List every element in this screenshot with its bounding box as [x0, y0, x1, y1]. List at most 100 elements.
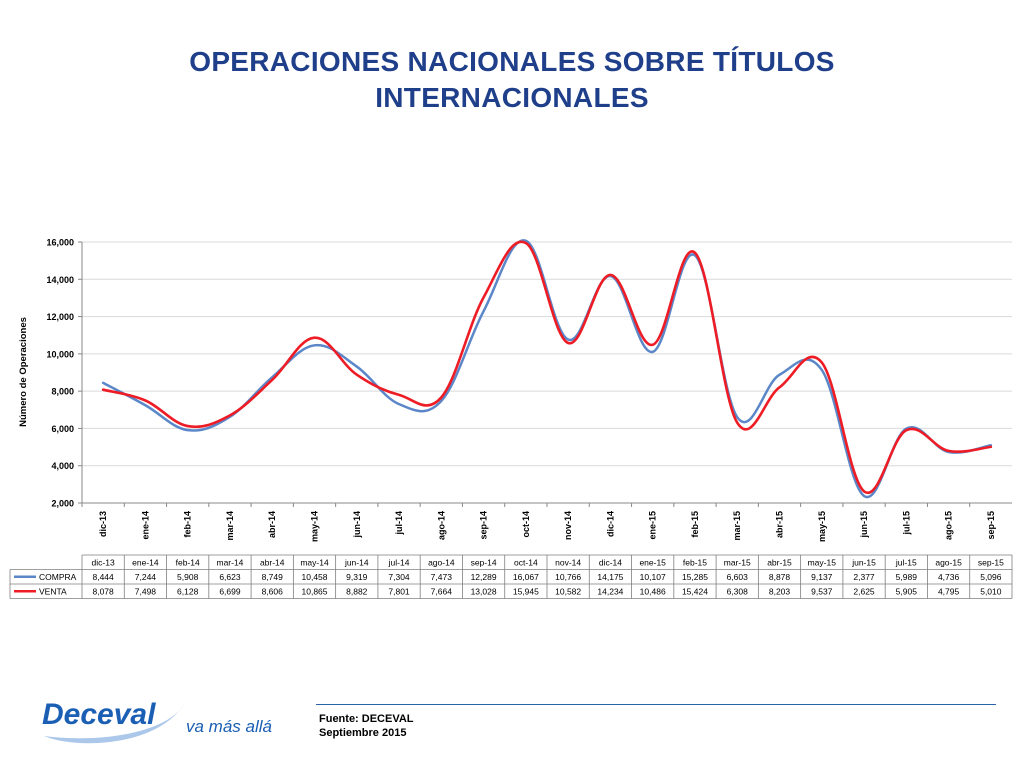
table-value-cell: 2,377: [853, 572, 875, 582]
table-value-cell: 10,582: [555, 587, 581, 597]
table-header-cell: sep-15: [978, 558, 1004, 568]
y-axis-label: Número de Operaciones: [18, 317, 29, 427]
table-value-cell: 8,078: [92, 587, 114, 597]
table-value-cell: 14,234: [597, 587, 623, 597]
x-tick-label: may-15: [817, 511, 827, 542]
y-tick-label: 14,000: [46, 275, 74, 285]
table-value-cell: 9,319: [346, 572, 368, 582]
table-value-cell: 10,766: [555, 572, 581, 582]
table-value-cell: 5,096: [980, 572, 1002, 582]
table-value-cell: 12,289: [471, 572, 497, 582]
table-value-cell: 7,304: [388, 572, 410, 582]
x-tick-label: ene-15: [648, 511, 658, 540]
table-series-name: COMPRA: [39, 572, 77, 582]
page-title: OPERACIONES NACIONALES SOBRE TÍTULOS INT…: [0, 44, 1024, 116]
x-tick-label: mar-14: [225, 511, 235, 541]
y-tick-labels: 2,000 4,000 6,000 8,000 10,000 12,000 14,000 16…: [46, 238, 74, 509]
table-header-cell: sep-14: [471, 558, 497, 568]
table-header-cell: dic-13: [92, 558, 115, 568]
x-tick-label: oct-14: [521, 511, 531, 538]
data-table: dic-13 ene-14 feb-14 mar-14 abr-14 may-14 jun-…: [9, 554, 1013, 599]
y-tick-label: 4,000: [51, 461, 74, 471]
page-title-line1: OPERACIONES NACIONALES SOBRE TÍTULOS: [189, 46, 835, 77]
table-header-cell: jun-14: [344, 558, 369, 568]
table-header-cell: dic-14: [599, 558, 622, 568]
table-value-cell: 8,749: [262, 572, 284, 582]
table-header-cell: feb-15: [683, 558, 707, 568]
table-header-cell: may-14: [300, 558, 329, 568]
table-value-cell: 10,865: [302, 587, 328, 597]
table-value-cell: 6,603: [727, 572, 749, 582]
table-value-cell: 5,908: [177, 572, 199, 582]
x-tick-label: sep-15: [986, 511, 996, 540]
y-tick-label: 8,000: [51, 387, 74, 397]
table-header-cell: mar-15: [724, 558, 751, 568]
table-value-cell: 15,424: [682, 587, 708, 597]
table-value-cell: 16,067: [513, 572, 539, 582]
x-tick-label: jun-15: [859, 511, 869, 539]
x-tick-label: ene-14: [140, 511, 150, 540]
table-value-cell: 6,128: [177, 587, 199, 597]
x-tick-label: abr-14: [267, 511, 277, 538]
x-tick-label: nov-14: [563, 511, 573, 540]
table-value-cell: 14,175: [597, 572, 623, 582]
table-value-cell: 8,606: [262, 587, 284, 597]
x-tick-label: jul-15: [901, 511, 911, 536]
x-tick-label: jul-14: [394, 511, 404, 536]
table-header-cell: jul-15: [895, 558, 917, 568]
table-header-cell: jul-14: [388, 558, 410, 568]
x-tick-label: ago-14: [436, 511, 446, 540]
table-header-cell: jun-15: [851, 558, 876, 568]
table-value-cell: 9,537: [811, 587, 833, 597]
table-value-cell: 8,444: [92, 572, 114, 582]
y-tick-label: 6,000: [51, 424, 74, 434]
y-tick-label: 2,000: [51, 499, 74, 509]
table-value-cell: 7,664: [431, 587, 453, 597]
table-value-cell: 4,795: [938, 587, 960, 597]
table-header-cell: may-15: [808, 558, 837, 568]
x-tick-label: dic-14: [605, 511, 615, 537]
table-value-cell: 6,623: [219, 572, 241, 582]
table-value-cell: 4,736: [938, 572, 960, 582]
y-tick-label: 12,000: [46, 312, 74, 322]
table-value-cell: 8,203: [769, 587, 791, 597]
x-tick-label: ago-15: [944, 511, 954, 540]
series-line-venta: [101, 240, 993, 495]
logo-brand: Deceval: [42, 698, 156, 731]
y-tick-label: 10,000: [46, 349, 74, 359]
table-value-cell: 5,989: [896, 572, 918, 582]
table-value-cell: 10,107: [640, 572, 666, 582]
table-header-cell: ago-14: [428, 558, 455, 568]
table-header-cell: nov-14: [555, 558, 581, 568]
table-value-cell: 15,285: [682, 572, 708, 582]
table-header-cell: abr-15: [767, 558, 792, 568]
table-series-name: VENTA: [39, 587, 67, 597]
table-value-cell: 7,473: [431, 572, 453, 582]
x-tick-label: feb-15: [690, 511, 700, 538]
table-header-cell: oct-14: [514, 558, 538, 568]
table-value-cell: 6,308: [727, 587, 749, 597]
table-value-cell: 10,486: [640, 587, 666, 597]
table-value-cell: 15,945: [513, 587, 539, 597]
table-header-cell: ago-15: [935, 558, 962, 568]
chart-axes: [78, 241, 1012, 507]
x-tick-label: jun-14: [352, 511, 362, 539]
logo-tagline: va más allá: [186, 717, 272, 736]
table-value-cell: 9,137: [811, 572, 833, 582]
x-tick-label: dic-13: [98, 511, 108, 537]
source-note: Fuente: DECEVAL Septiembre 2015: [319, 712, 414, 740]
table-header-cell: feb-14: [176, 558, 200, 568]
table-value-cell: 7,244: [135, 572, 157, 582]
x-tick-label: abr-15: [775, 511, 785, 538]
source-line-1: Fuente: DECEVAL: [319, 713, 414, 725]
table-value-cell: 7,498: [135, 587, 157, 597]
table-value-cell: 13,028: [471, 587, 497, 597]
page-title-line2: INTERNACIONALES: [375, 82, 649, 113]
x-tick-label: sep-14: [479, 511, 489, 540]
table-header-cell: abr-14: [260, 558, 285, 568]
table-header-cell: ene-14: [132, 558, 159, 568]
table-value-cell: 10,458: [302, 572, 328, 582]
x-tick-label: mar-15: [732, 511, 742, 541]
chart-series: [101, 239, 993, 499]
